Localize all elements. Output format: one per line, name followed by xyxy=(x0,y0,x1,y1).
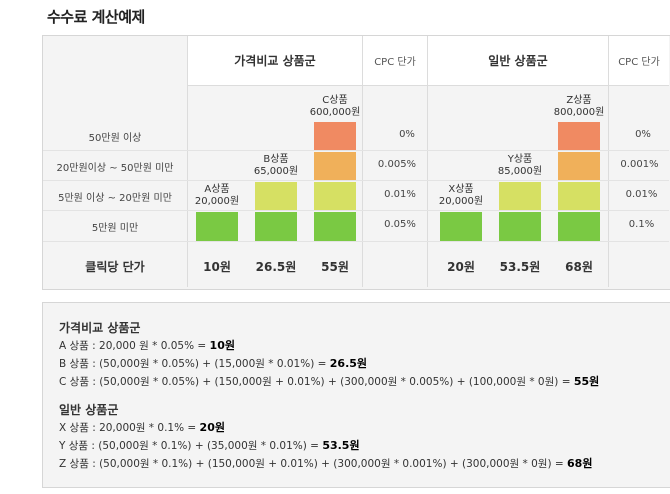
calc-line: A 상품 : 20,000 원 * 0.05% = 10원 xyxy=(59,339,235,352)
cpc-rate: 0.05% xyxy=(384,219,416,230)
divider xyxy=(43,241,669,242)
product-label: B상품 65,000원 xyxy=(253,154,299,177)
divider xyxy=(427,36,428,287)
bar-segment xyxy=(558,122,600,150)
product-label: Y상품 85,000원 xyxy=(497,154,543,177)
divider xyxy=(362,36,363,287)
divider xyxy=(608,36,609,287)
bar-segment xyxy=(255,182,297,210)
page-title: 수수료 계산예제 xyxy=(47,8,145,26)
calculation-box xyxy=(42,302,670,488)
product-label: Z상품 800,000원 xyxy=(553,95,605,118)
calc-section-title: 일반 상품군 xyxy=(59,403,119,417)
calc-line: X 상품 : 20,000원 * 0.1% = 20원 xyxy=(59,421,225,434)
bar-segment xyxy=(196,212,238,241)
bar-segment xyxy=(314,152,356,180)
header-price-compare: 가격비교 상품군 xyxy=(188,36,362,86)
click-price-label: 클릭당 단가 xyxy=(85,260,145,274)
cpc-rate: 0% xyxy=(635,129,651,140)
click-price: 53.5원 xyxy=(499,260,541,274)
header-cpc-right: CPC 단가 xyxy=(609,36,669,86)
cpc-rate: 0.01% xyxy=(625,189,658,200)
product-label: A상품 20,000원 xyxy=(194,184,240,207)
bar-segment xyxy=(440,212,482,241)
cpc-rate: 0.005% xyxy=(377,159,417,170)
bar-segment xyxy=(499,182,541,210)
cpc-rate: 0.1% xyxy=(628,219,655,230)
click-price: 10원 xyxy=(203,260,231,274)
product-label: C상품 600,000원 xyxy=(309,95,361,118)
cpc-rate: 0.001% xyxy=(620,159,659,170)
click-price: 55원 xyxy=(321,260,349,274)
bar-segment xyxy=(314,122,356,150)
calc-line: Y 상품 : (50,000원 * 0.1%) + (35,000원 * 0.0… xyxy=(59,439,360,452)
calc-line: B 상품 : (50,000원 * 0.05%) + (15,000원 * 0.… xyxy=(59,357,368,370)
bar-segment xyxy=(499,212,541,241)
divider xyxy=(43,210,669,211)
bar-segment xyxy=(314,182,356,210)
row-label: 5만원 미만 xyxy=(91,223,139,234)
header-general: 일반 상품군 xyxy=(428,36,608,86)
header-cpc-left: CPC 단가 xyxy=(363,36,427,86)
product-label: X상품 20,000원 xyxy=(438,184,484,207)
bar-segment xyxy=(255,212,297,241)
divider xyxy=(43,180,669,181)
cpc-rate: 0.01% xyxy=(384,189,416,200)
row-label: 5만원 이상 ~ 20만원 미만 xyxy=(58,193,172,204)
cpc-rate: 0% xyxy=(399,129,415,140)
click-price: 26.5원 xyxy=(255,260,297,274)
click-price: 20원 xyxy=(447,260,475,274)
bar-segment xyxy=(314,212,356,241)
row-label: 20만원이상 ~ 50만원 미만 xyxy=(56,163,174,174)
bar-segment xyxy=(558,182,600,210)
calc-line: Z 상품 : (50,000원 * 0.1%) + (150,000원 + 0.… xyxy=(59,457,593,470)
divider xyxy=(187,36,188,287)
bar-segment xyxy=(558,212,600,241)
calc-line: C 상품 : (50,000원 * 0.05%) + (150,000원 + 0… xyxy=(59,375,600,388)
click-price: 68원 xyxy=(565,260,593,274)
divider xyxy=(43,150,669,151)
bar-segment xyxy=(558,152,600,180)
row-label: 50만원 이상 xyxy=(88,133,142,144)
calc-section-title: 가격비교 상품군 xyxy=(59,321,141,335)
